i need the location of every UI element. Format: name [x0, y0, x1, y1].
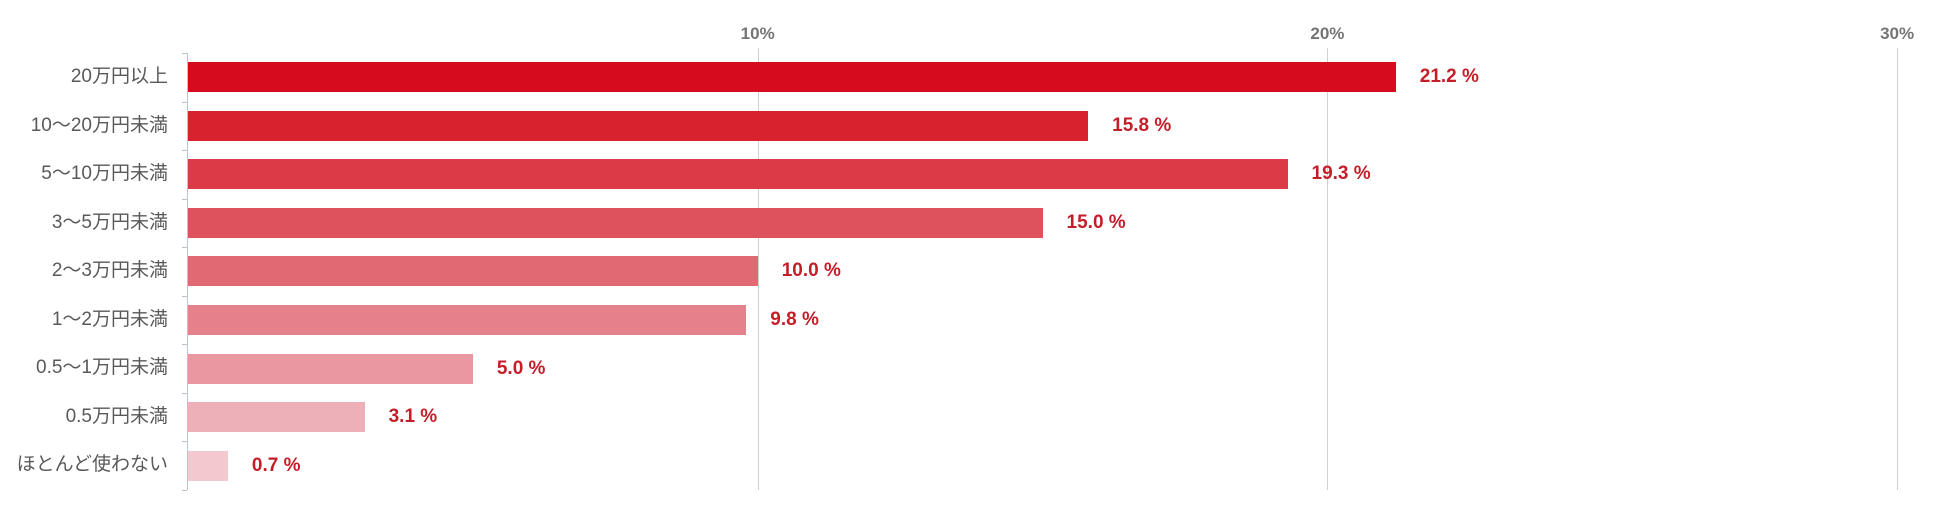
bar[interactable]: [188, 207, 1043, 238]
value-label: 0.7 %: [251, 454, 301, 476]
value-label: 3.1 %: [388, 406, 438, 428]
value-label: 21.2 %: [1419, 66, 1479, 88]
bar[interactable]: [188, 305, 747, 336]
chart-row: 10〜20万円未満 15.8 %: [0, 102, 1950, 151]
chart-row: 0.5万円未満 3.1 %: [0, 393, 1950, 442]
bar[interactable]: [188, 256, 758, 287]
y-axis-tick: [182, 392, 187, 394]
y-axis-tick: [182, 489, 187, 491]
category-label: 0.5万円未満: [65, 405, 168, 427]
category-label: ほとんど使わない: [16, 454, 168, 476]
bar[interactable]: [188, 110, 1089, 141]
bar[interactable]: [188, 450, 228, 481]
y-axis-tick: [182, 344, 187, 346]
bar[interactable]: [188, 402, 365, 433]
y-axis-tick: [182, 295, 187, 297]
category-label: 5〜10万円未満: [41, 163, 168, 185]
bar[interactable]: [188, 159, 1288, 190]
chart-rows: 20万円以上 21.2 % 10〜20万円未満 15.8 % 5〜10万円未満 …: [0, 53, 1950, 490]
y-axis-line: [187, 53, 188, 490]
x-tick-label: 30%: [1880, 24, 1915, 43]
y-axis-tick: [182, 101, 187, 103]
category-label: 3〜5万円未満: [51, 211, 168, 233]
value-label: 15.8 %: [1112, 114, 1172, 136]
category-label: 10〜20万円未満: [30, 114, 168, 136]
chart-row: 2〜3万円未満 10.0 %: [0, 247, 1950, 296]
y-axis-tick: [182, 198, 187, 200]
chart-row: ほとんど使わない 0.7 %: [0, 441, 1950, 490]
category-label: 1〜2万円未満: [51, 308, 168, 330]
chart-row: 1〜2万円未満 9.8 %: [0, 296, 1950, 345]
value-label: 9.8 %: [770, 309, 819, 331]
chart-row: 5〜10万円未満 19.3 %: [0, 150, 1950, 199]
y-axis-tick: [182, 247, 187, 249]
bar[interactable]: [188, 353, 473, 384]
value-label: 19.3 %: [1311, 163, 1371, 185]
y-axis-tick: [182, 53, 187, 54]
y-axis-tick: [182, 150, 187, 152]
gridline: [1327, 48, 1329, 490]
chart-row: 20万円以上 21.2 %: [0, 53, 1950, 102]
x-tick-label: 20%: [1310, 24, 1345, 43]
value-label: 15.0 %: [1066, 211, 1126, 233]
gridline: [757, 48, 759, 490]
y-axis-tick: [182, 441, 187, 443]
category-label: 0.5〜1万円未満: [36, 357, 168, 379]
gridline: [1897, 48, 1899, 490]
x-tick-label: 10%: [740, 24, 775, 43]
category-label: 20万円以上: [70, 66, 168, 87]
value-label: 10.0 %: [781, 260, 841, 282]
chart-row: 0.5〜1万円未満 5.0 %: [0, 344, 1950, 393]
bar[interactable]: [188, 62, 1396, 93]
value-label: 5.0 %: [496, 357, 546, 379]
chart-row: 3〜5万円未満 15.0 %: [0, 199, 1950, 248]
category-label: 2〜3万円未満: [51, 260, 168, 282]
